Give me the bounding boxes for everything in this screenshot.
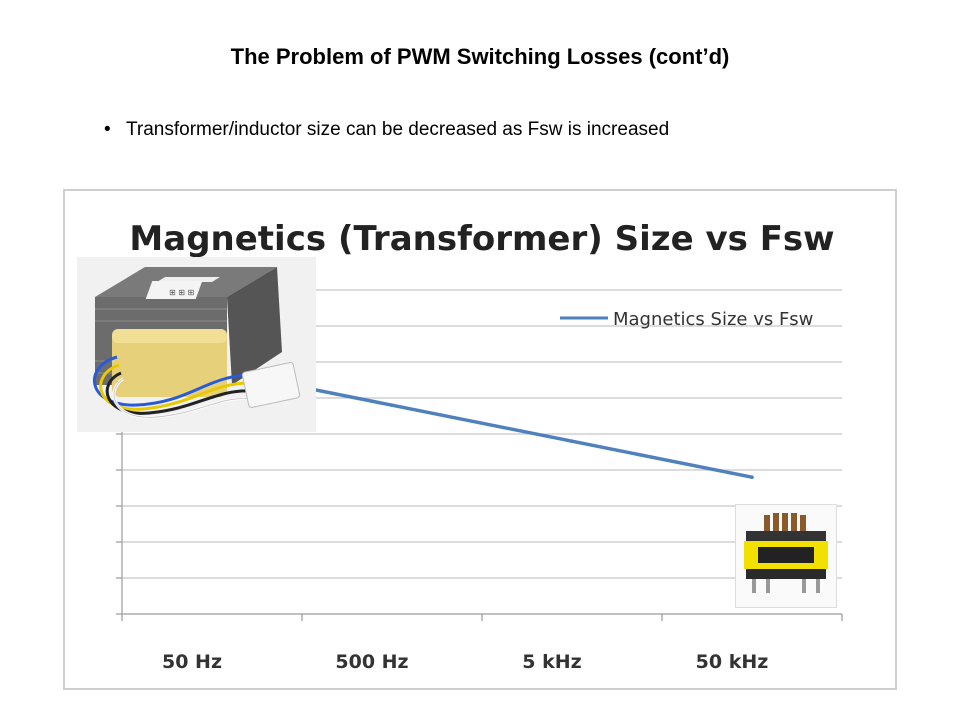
transformer-photo: ⊞ ⊞ ⊞: [77, 257, 316, 432]
slide-title: The Problem of PWM Switching Losses (con…: [230, 44, 730, 69]
x-tick-label: 50 Hz: [162, 651, 222, 673]
bullet-item: • Transformer/inductor size can be decrea…: [104, 119, 669, 141]
legend: Magnetics Size vs Fsw: [560, 309, 813, 330]
bullet-text: Transformer/inductor size can be decreas…: [126, 119, 670, 140]
inductor-photo: [735, 504, 837, 608]
inductor-photo-icon: [736, 505, 836, 607]
transformer-photo-icon: ⊞ ⊞ ⊞: [77, 257, 316, 432]
bullet-symbol: •: [104, 119, 111, 140]
legend-label: Magnetics Size vs Fsw: [613, 309, 813, 330]
data-point: [570, 439, 574, 444]
sticker-text: ⊞ ⊞ ⊞: [169, 288, 194, 297]
x-tick-label: 5 kHz: [522, 651, 581, 673]
x-tick-label: 50 kHz: [696, 651, 769, 673]
data-point: [390, 403, 394, 408]
data-point: [750, 475, 754, 480]
chart-title: Magnetics (Transformer) Size vs Fsw: [129, 219, 834, 259]
x-tick-label: 500 Hz: [335, 651, 408, 673]
